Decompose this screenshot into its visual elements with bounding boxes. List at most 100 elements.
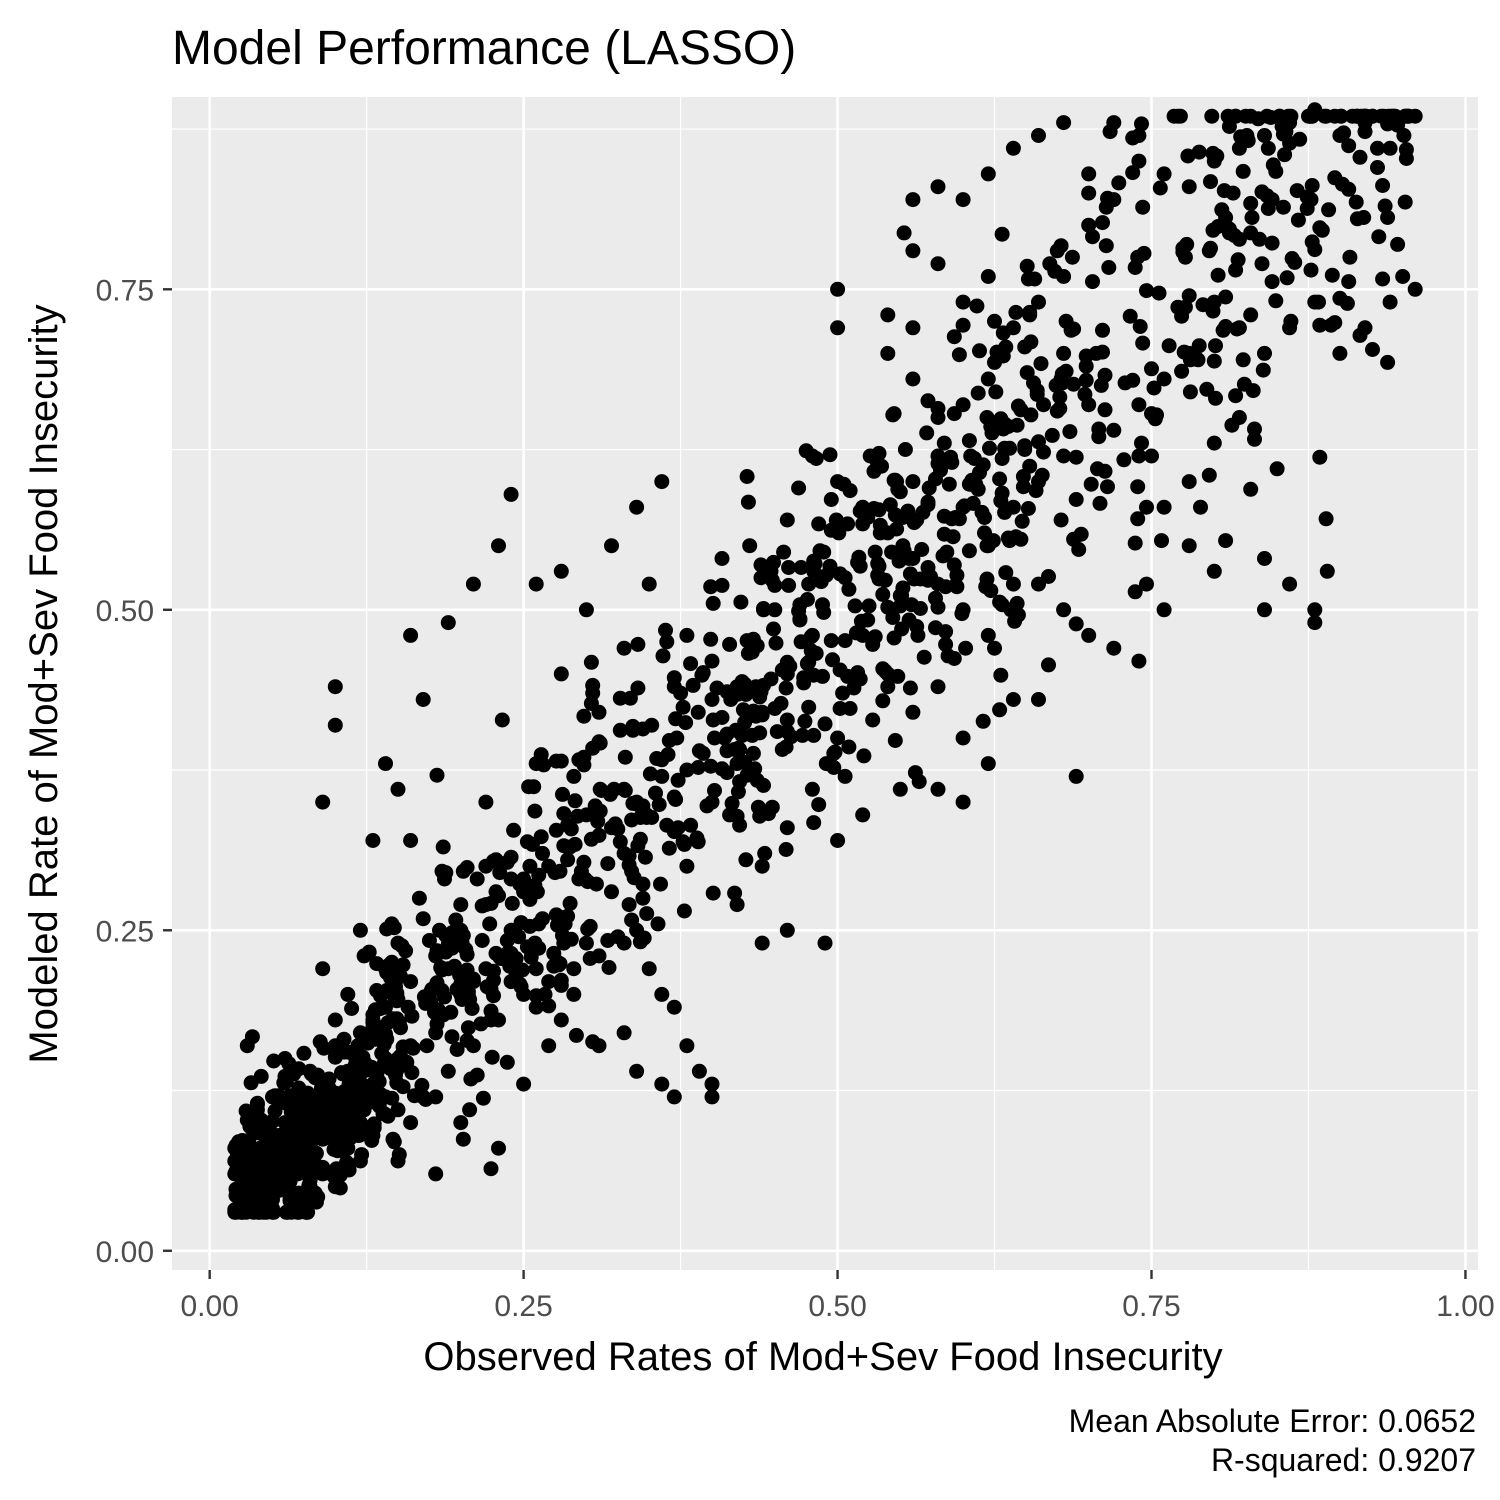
data-point [769, 724, 785, 740]
data-point [566, 961, 582, 977]
data-point [837, 768, 853, 784]
data-point [1228, 388, 1244, 404]
data-point [1056, 115, 1072, 131]
data-point [993, 667, 1009, 683]
x-tick-label: 0.75 [1122, 1290, 1180, 1323]
data-point [587, 798, 603, 814]
data-point [1235, 352, 1251, 368]
data-point [865, 712, 881, 728]
data-point [278, 1204, 294, 1220]
data-point [1259, 108, 1275, 124]
data-point [1304, 108, 1320, 124]
data-point [527, 877, 543, 893]
data-point [1033, 356, 1049, 372]
data-point [1020, 501, 1036, 516]
data-point [600, 856, 616, 872]
data-point [462, 992, 478, 1007]
data-point [384, 1090, 400, 1106]
data-point [1161, 338, 1177, 354]
data-point [1382, 294, 1398, 310]
data-point [768, 635, 784, 651]
data-point [448, 912, 464, 928]
data-point [1341, 274, 1357, 290]
data-point [1127, 535, 1143, 551]
data-point [1031, 692, 1046, 707]
data-point [938, 624, 954, 640]
data-point [654, 1076, 670, 1092]
data-point [806, 815, 822, 831]
data-point [1095, 215, 1110, 231]
data-point [528, 961, 544, 977]
data-point [267, 1089, 283, 1105]
data-point [773, 695, 789, 711]
data-point [1265, 157, 1281, 173]
data-point [886, 472, 902, 488]
data-point [567, 793, 583, 809]
data-point [454, 935, 470, 951]
data-point [1332, 290, 1348, 306]
data-point [644, 717, 660, 733]
data-point [444, 1029, 460, 1045]
data-point [1181, 179, 1197, 195]
data-point [301, 1177, 317, 1193]
data-point [916, 649, 932, 665]
data-point [1272, 108, 1288, 124]
data-point [473, 1016, 489, 1032]
data-point [376, 1056, 392, 1072]
data-point [327, 679, 343, 695]
data-point [531, 940, 547, 956]
data-point [296, 1202, 312, 1218]
data-point [946, 651, 962, 666]
data-point [822, 447, 838, 463]
data-point [766, 554, 781, 570]
data-point [890, 668, 906, 684]
data-point [1218, 210, 1234, 225]
data-point [340, 986, 356, 1002]
data-point [979, 571, 995, 587]
data-point [905, 320, 921, 336]
data-point [522, 858, 538, 874]
data-point [1013, 531, 1029, 547]
data-point [1146, 380, 1162, 396]
data-point [1101, 260, 1117, 275]
data-point [1131, 397, 1147, 413]
data-point [779, 922, 795, 938]
data-point [491, 888, 506, 904]
data-point [941, 476, 957, 492]
data-point [679, 858, 695, 874]
data-point [801, 576, 817, 592]
data-point [892, 781, 908, 797]
data-point [830, 281, 846, 297]
data-point [905, 371, 921, 387]
data-point [1215, 322, 1231, 338]
data-point [1260, 140, 1276, 156]
data-point [1304, 234, 1320, 250]
data-point [1206, 435, 1222, 451]
data-point [243, 1075, 259, 1091]
data-point [228, 1181, 244, 1197]
data-point [955, 294, 971, 310]
data-point [1100, 479, 1115, 495]
data-point [1009, 417, 1025, 433]
data-point [491, 1140, 506, 1156]
data-point [486, 972, 501, 988]
data-point [1201, 467, 1217, 483]
data-point [1181, 538, 1197, 554]
data-point [745, 638, 761, 654]
data-point [341, 1162, 357, 1178]
data-point [977, 510, 992, 525]
data-point [1097, 402, 1113, 418]
data-point [321, 1071, 337, 1087]
data-point [1376, 108, 1392, 124]
data-point [884, 544, 900, 560]
data-point [791, 480, 807, 496]
data-point [286, 1153, 302, 1169]
data-point [748, 679, 764, 695]
data-point [1068, 616, 1084, 632]
data-point [679, 762, 695, 778]
data-point [994, 226, 1010, 242]
data-point [750, 799, 766, 815]
data-point [998, 565, 1014, 581]
data-point [729, 897, 745, 913]
